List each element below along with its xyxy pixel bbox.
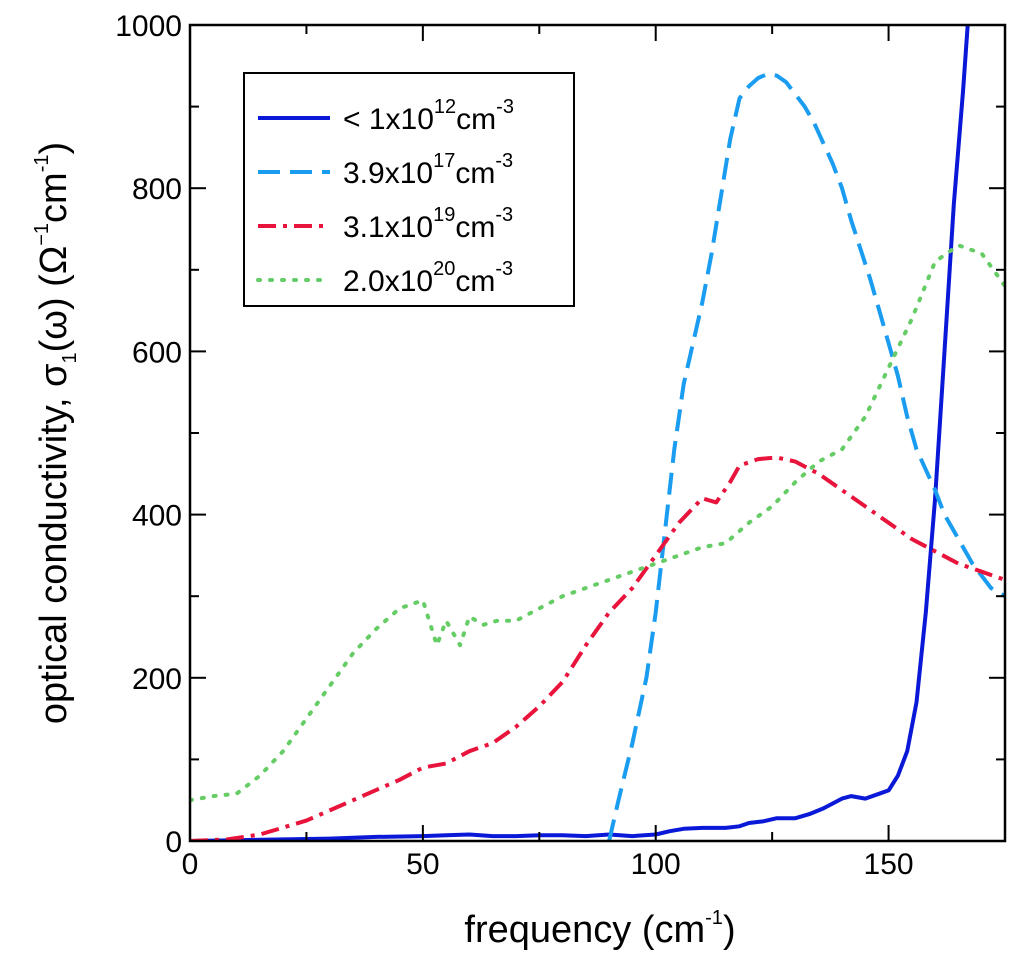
y-tick-label: 600 [132, 336, 182, 369]
x-tick-label: 100 [631, 848, 681, 881]
tick-layer: 0 50 100 150 0 200 400 600 800 1000 [115, 10, 1006, 881]
legend-label-1: < 1x1012cm-3 [343, 96, 514, 136]
y-tick-label: 400 [132, 500, 182, 533]
y-axis-title: optical conductivity, σ1(ω) (Ω−1cm-1) [31, 142, 81, 724]
legend-label-3: 3.1x1019cm-3 [343, 204, 513, 244]
legend: < 1x1012cm-3 3.9x1017cm-3 3.1x1019cm-3 2.0x… [243, 72, 575, 307]
y-tick-label: 0 [165, 826, 182, 859]
x-tick-label: 0 [182, 848, 199, 881]
series-layer [190, 25, 1005, 841]
legend-label-4: 2.0x1020cm-3 [343, 258, 513, 298]
x-axis-title: frequency (cm-1) [464, 907, 735, 951]
series-line-4 [190, 243, 1005, 803]
y-tick-label: 800 [132, 173, 182, 206]
y-tick-label: 200 [132, 663, 182, 696]
series-line-2 [607, 72, 1005, 841]
y-tick-label: 1000 [115, 10, 182, 43]
series-line-3 [190, 455, 1005, 841]
x-tick-label: 50 [406, 848, 439, 881]
x-tick-label: 150 [864, 848, 914, 881]
legend-label-2: 3.9x1017cm-3 [343, 150, 513, 190]
legend-box [243, 72, 575, 307]
series-line-1 [190, 25, 970, 841]
